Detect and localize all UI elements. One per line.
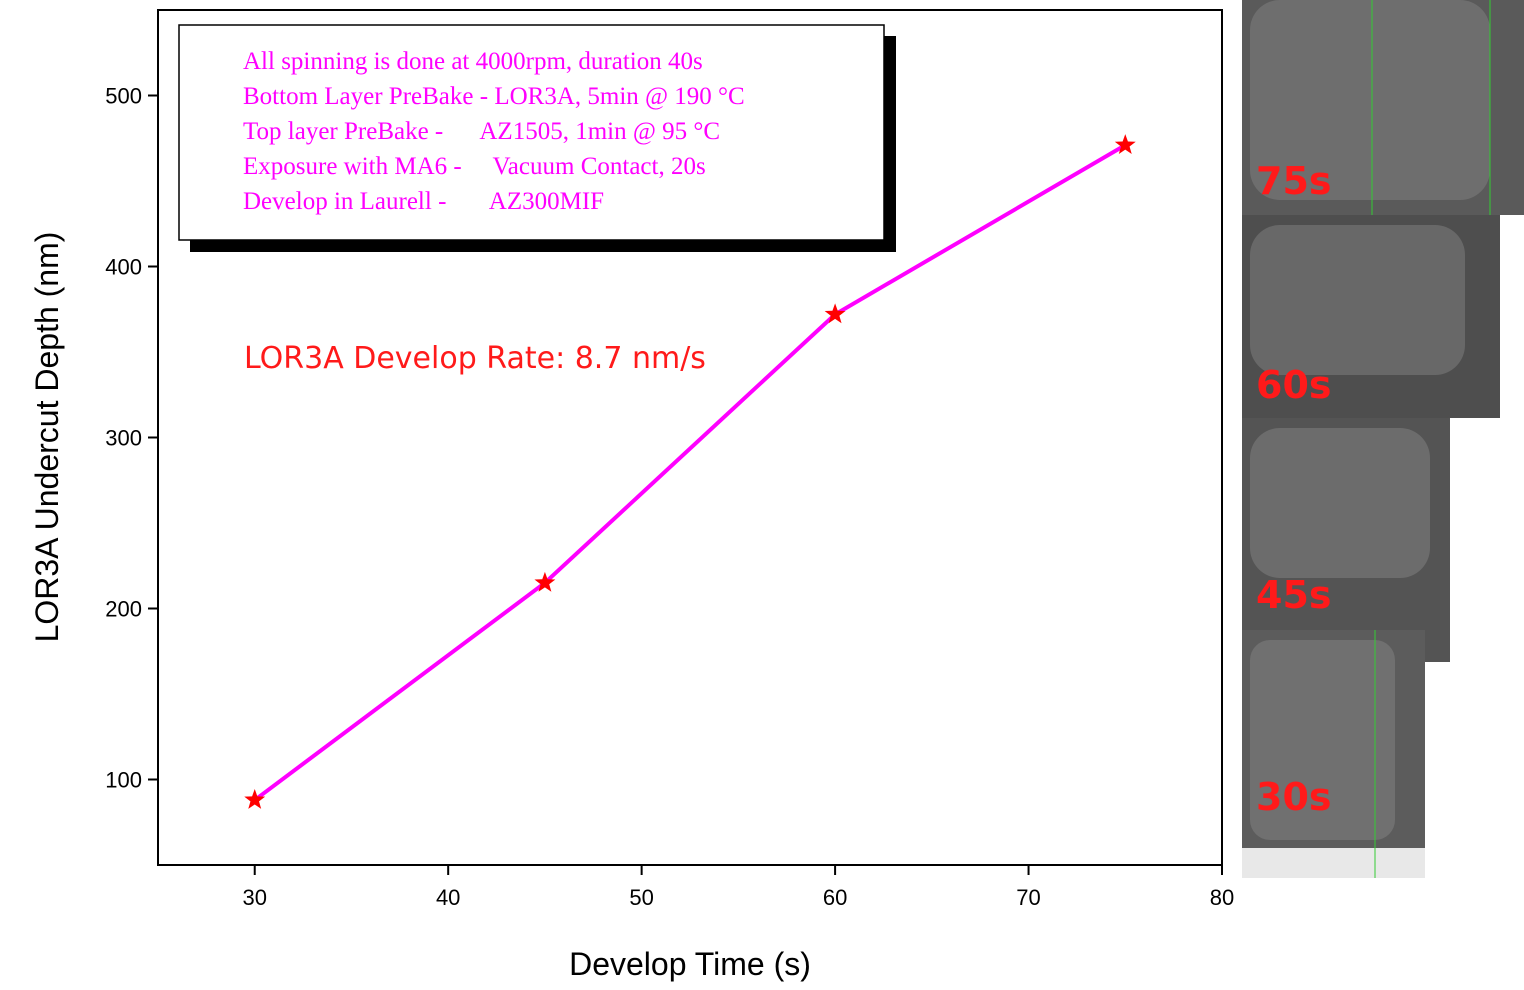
data-line (253, 143, 1127, 802)
x-tick-label: 30 (242, 885, 266, 910)
data-marker (1114, 134, 1136, 154)
note-line: Bottom Layer PreBake - LOR3A, 5min @ 190… (243, 83, 745, 110)
x-tick-label: 80 (1210, 885, 1234, 910)
sem-shape (1250, 640, 1395, 840)
sem-footer (1242, 848, 1425, 878)
x-tick-label: 70 (1016, 885, 1040, 910)
sem-label: 30s (1256, 775, 1332, 819)
y-tick-label: 300 (105, 426, 142, 451)
y-tick-label: 500 (105, 84, 142, 109)
note-line: Exposure with MA6 - Vacuum Contact, 20s (243, 153, 706, 180)
x-axis-title: Develop Time (s) (569, 946, 811, 982)
y-tick-label: 200 (105, 597, 142, 622)
note-box (178, 24, 885, 241)
note-line: All spinning is done at 4000rpm, duratio… (243, 48, 703, 75)
sem-shape (1250, 225, 1465, 375)
sem-label: 75s (1256, 159, 1332, 203)
data-marker (244, 789, 266, 809)
note-line: Top layer PreBake - AZ1505, 1min @ 95 °C (243, 118, 720, 145)
x-tick-label: 60 (823, 885, 847, 910)
sem-shape (1250, 428, 1430, 578)
sem-label: 60s (1256, 363, 1332, 407)
note-line: Develop in Laurell - AZ300MIF (243, 188, 604, 215)
x-tick-label: 40 (436, 885, 460, 910)
annotation: LOR3A Develop Rate: 8.7 nm/s (244, 341, 706, 376)
y-tick-label: 400 (105, 255, 142, 280)
data-marker (824, 303, 846, 324)
sem-images: 75s 60s 45s 30s (1242, 0, 1524, 878)
y-tick-label: 100 (105, 768, 142, 793)
data-marker (534, 571, 556, 592)
x-tick-label: 50 (629, 885, 653, 910)
y-axis-title: LOR3A Undercut Depth (nm) (29, 232, 65, 643)
sem-label: 45s (1256, 573, 1332, 617)
sem-shape (1250, 0, 1490, 200)
